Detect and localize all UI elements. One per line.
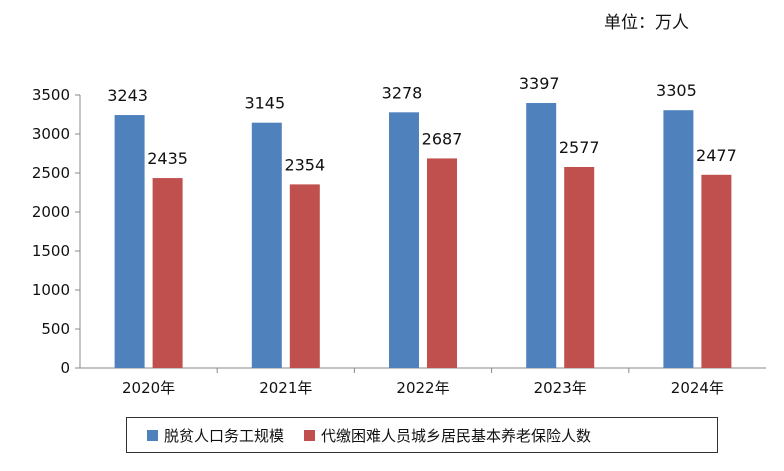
data-label-series-2: 2577 — [559, 138, 600, 157]
y-tick-label: 1500 — [32, 242, 70, 260]
legend-label-series-2: 代缴困难人员城乡居民基本养老保险人数 — [321, 426, 592, 445]
legend-item-series-2: 代缴困难人员城乡居民基本养老保险人数 — [304, 425, 591, 446]
x-tick-label: 2024年 — [671, 379, 724, 397]
data-label-series-1: 3243 — [107, 86, 148, 105]
y-tick-label: 0 — [60, 359, 70, 377]
data-label-series-1: 3305 — [656, 81, 697, 100]
bar-series-2 — [427, 158, 457, 368]
bar-series-1 — [526, 103, 557, 368]
y-tick-label: 1000 — [32, 281, 70, 299]
data-label-series-1: 3397 — [519, 74, 560, 93]
y-tick-label: 2000 — [32, 203, 70, 221]
data-label-series-1: 3145 — [244, 94, 285, 113]
y-tick-label: 2500 — [32, 164, 70, 182]
data-label-series-2: 2435 — [147, 149, 188, 168]
y-tick-label: 500 — [41, 320, 70, 338]
bar-series-2 — [701, 174, 732, 368]
legend: 脱贫人口务工规模 代缴困难人员城乡居民基本养老保险人数 — [126, 417, 718, 453]
bar-series-1 — [114, 115, 145, 369]
data-label-series-2: 2477 — [696, 146, 737, 165]
data-label-series-2: 2354 — [284, 155, 325, 174]
legend-label-series-1: 脱贫人口务工规模 — [164, 426, 285, 445]
x-tick-label: 2023年 — [534, 379, 587, 397]
unit-label: 单位：万人 — [604, 13, 689, 33]
x-tick-label: 2022年 — [396, 379, 449, 397]
legend-swatch-series-1 — [147, 429, 158, 441]
bar-series-1 — [663, 110, 694, 369]
bar-series-2 — [152, 178, 183, 368]
legend-item-series-1: 脱贫人口务工规模 — [147, 425, 284, 446]
y-tick-label: 3500 — [32, 86, 70, 104]
bar-series-2 — [564, 166, 595, 368]
bar-series-1 — [389, 112, 419, 368]
x-tick-label: 2021年 — [259, 379, 312, 397]
bar-series-2 — [289, 184, 320, 368]
y-tick-label: 3000 — [32, 125, 70, 143]
legend-swatch-series-2 — [304, 429, 316, 441]
data-label-series-2: 2687 — [422, 129, 463, 148]
x-tick-label: 2020年 — [122, 379, 175, 397]
bar-series-1 — [251, 122, 282, 368]
data-label-series-1: 3278 — [382, 83, 423, 102]
